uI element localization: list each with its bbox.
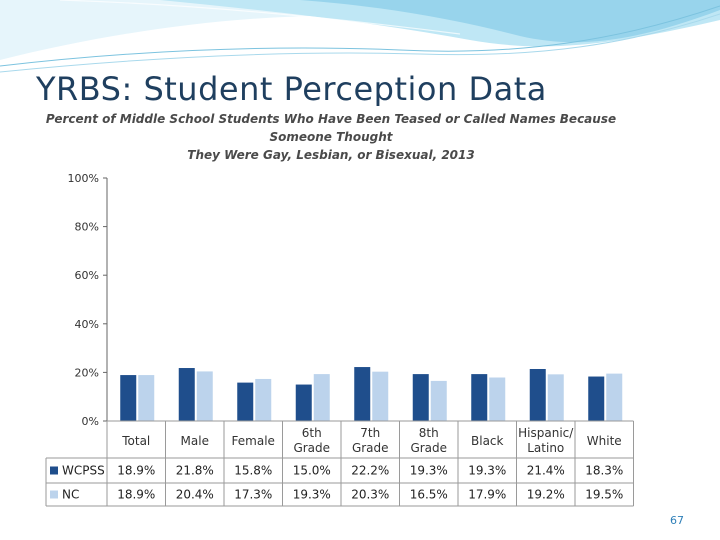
legend-label-wcpss: WCPSS: [62, 464, 105, 478]
bar-nc: [547, 374, 564, 421]
x-category-label: Male: [181, 434, 209, 448]
bar-wcpss: [120, 375, 137, 421]
data-label-wcpss: 21.8%: [176, 464, 214, 478]
y-tick-label: 100%: [68, 172, 99, 185]
data-label-wcpss: 22.2%: [351, 464, 389, 478]
data-label-wcpss: 15.8%: [234, 464, 272, 478]
data-label-nc: 19.2%: [527, 488, 565, 502]
data-label-wcpss: 19.3%: [410, 464, 448, 478]
bar-nc: [196, 371, 213, 421]
chart-title-line-1: Percent of Middle School Students Who Ha…: [45, 112, 617, 144]
data-label-nc: 17.3%: [234, 488, 272, 502]
data-label-wcpss: 21.4%: [527, 464, 565, 478]
x-category-label: Black: [471, 434, 504, 448]
data-label-wcpss: 15.0%: [293, 464, 331, 478]
y-tick-label: 40%: [75, 318, 99, 331]
y-tick-label: 60%: [75, 269, 99, 282]
legend-swatch-wcpss: [50, 466, 58, 475]
bar-wcpss: [295, 384, 312, 421]
data-label-wcpss: 18.3%: [585, 464, 623, 478]
x-category-label: White: [587, 434, 622, 448]
data-label-wcpss: 19.3%: [468, 464, 506, 478]
data-label-nc: 20.3%: [351, 488, 389, 502]
x-category-label: Total: [121, 434, 150, 448]
slide-title: YRBS: Student Perception Data: [36, 70, 547, 108]
x-category-label: 6th Grade: [293, 426, 330, 455]
bar-wcpss: [354, 367, 371, 421]
y-tick-label: 80%: [75, 221, 99, 234]
data-label-nc: 17.9%: [468, 488, 506, 502]
data-label-nc: 19.5%: [585, 488, 623, 502]
chart-panel: Percent of Middle School Students Who Ha…: [18, 106, 644, 520]
bar-nc: [606, 373, 623, 421]
bar-nc: [313, 374, 330, 421]
x-category-label: 8th Grade: [410, 426, 447, 455]
chart-title: Percent of Middle School Students Who Ha…: [18, 110, 644, 164]
chart-title-line-2: They Were Gay, Lesbian, or Bisexual, 201…: [187, 148, 475, 162]
x-category-label: Hispanic/Latino: [518, 426, 574, 455]
data-label-wcpss: 18.9%: [117, 464, 155, 478]
bar-nc: [372, 371, 389, 421]
data-label-nc: 20.4%: [176, 488, 214, 502]
bar-wcpss: [178, 368, 195, 421]
bar-wcpss: [529, 368, 546, 421]
x-category-label: Female: [232, 434, 275, 448]
bar-nc: [255, 378, 272, 421]
x-category-label: 7th Grade: [352, 426, 389, 455]
legend-swatch-nc: [50, 490, 58, 499]
header-banner: [0, 0, 720, 73]
bar-wcpss: [471, 374, 488, 421]
legend-label-nc: NC: [62, 488, 79, 502]
data-label-nc: 18.9%: [117, 488, 155, 502]
bar-nc: [138, 375, 155, 421]
data-label-nc: 16.5%: [410, 488, 448, 502]
data-label-nc: 19.3%: [293, 488, 331, 502]
bar-wcpss: [237, 382, 254, 421]
y-tick-label: 0%: [82, 415, 99, 428]
bar-nc: [489, 377, 506, 421]
bar-nc: [430, 380, 447, 421]
bar-chart: 0% 20% 40% 60% 80% 100% Total Male Female 6th Grad…: [45, 172, 634, 507]
bar-wcpss: [412, 374, 429, 421]
bar-wcpss: [588, 376, 605, 421]
slide-number: 67: [670, 514, 684, 527]
y-tick-label: 20%: [75, 366, 99, 379]
